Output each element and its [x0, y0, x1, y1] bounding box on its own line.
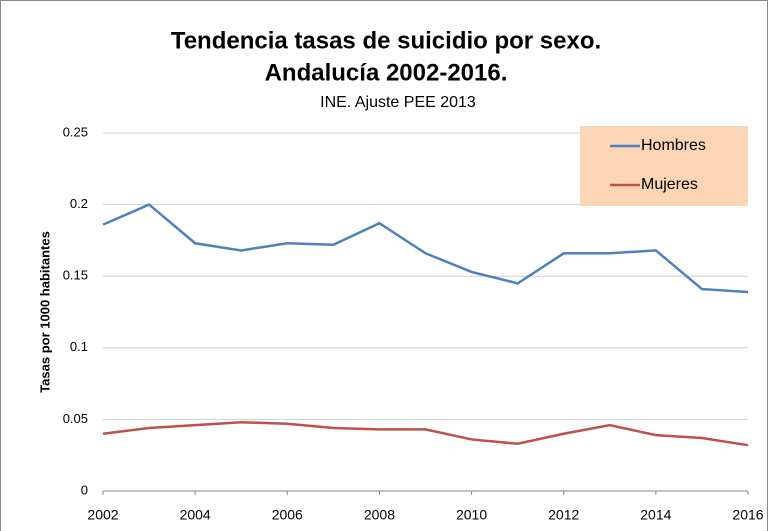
- y-tick-label: 0.2: [70, 196, 88, 211]
- series-line: [102, 203, 749, 294]
- x-tick-label: 2016: [732, 507, 763, 523]
- chart-title: Andalucía 2002-2016.: [265, 59, 508, 86]
- x-tick-label: 2006: [272, 507, 303, 523]
- x-tick-label: 2010: [456, 507, 487, 523]
- y-tick-label: 0.25: [63, 124, 88, 139]
- legend-label: Hombres: [641, 137, 706, 154]
- x-tick-label: 2014: [640, 507, 671, 523]
- y-tick-label: 0.05: [63, 411, 88, 426]
- x-tick-label: 2002: [87, 507, 118, 523]
- x-tick-label: 2004: [180, 507, 211, 523]
- x-tick-label: 2008: [364, 507, 395, 523]
- legend-label: Mujeres: [641, 176, 698, 193]
- chart-title: Tendencia tasas de suicidio por sexo.: [171, 27, 601, 54]
- y-axis-label: Tasas por 1000 habitantes: [37, 231, 52, 393]
- series-line: [102, 421, 749, 447]
- chart-subtitle: INE. Ajuste PEE 2013: [320, 94, 476, 111]
- legend-box: [580, 126, 748, 206]
- y-tick-label: 0.1: [70, 339, 88, 354]
- y-tick-label: 0.15: [63, 268, 88, 283]
- x-tick-label: 2012: [548, 507, 579, 523]
- y-tick-label: 0: [81, 482, 88, 497]
